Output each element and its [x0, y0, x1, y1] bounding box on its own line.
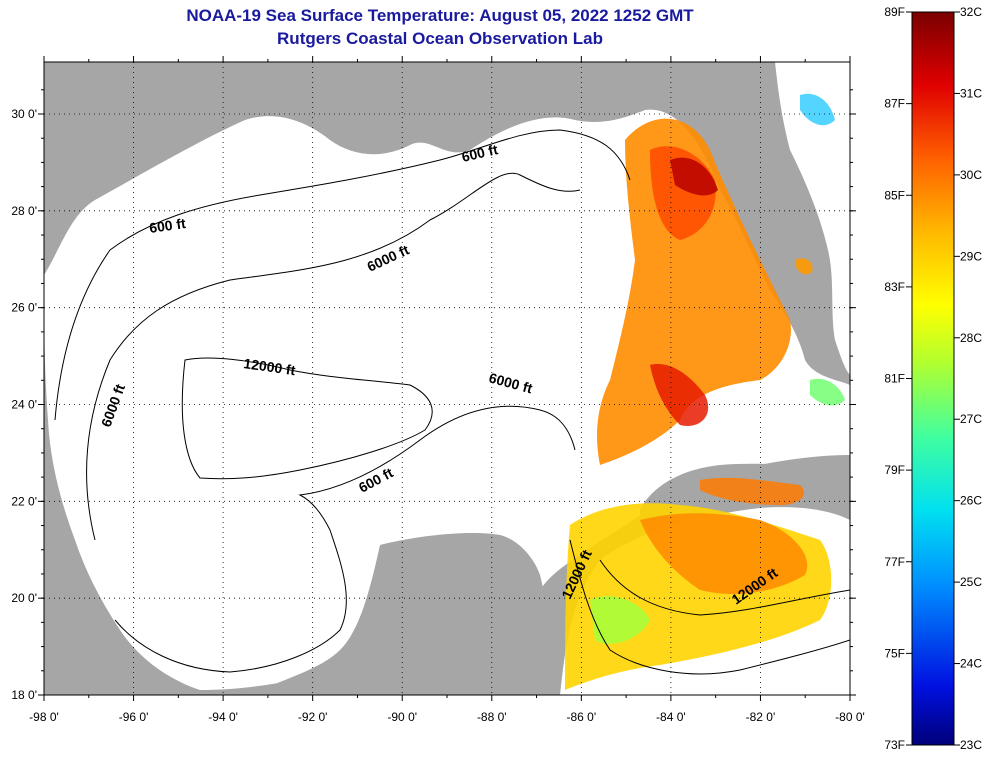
atlantic-water	[775, 62, 850, 375]
temperature-colorbar	[911, 11, 955, 746]
colorbar-f-label: 89F	[884, 5, 905, 19]
y-tick-label: 18 0'	[11, 688, 37, 702]
colorbar-c-label: 26C	[960, 494, 982, 508]
colorbar-c-label: 29C	[960, 249, 982, 263]
x-axis-labels: -98 0' -96 0' -94 0' -92 0' -90 0' -88 0' -86 …	[29, 710, 865, 724]
y-tick-label: 24 0'	[11, 398, 37, 412]
colorbar-c-label: 23C	[960, 738, 982, 752]
colorbar-c-label: 28C	[960, 331, 982, 345]
colorbar-fahrenheit-labels: 89F 87F 85F 83F 81F 79F 77F 75F 73F	[884, 5, 905, 752]
x-tick-label: -82 0'	[746, 710, 776, 724]
colorbar-f-label: 81F	[884, 372, 905, 386]
x-tick-label: -96 0'	[119, 710, 149, 724]
graticule-grid	[44, 62, 850, 695]
axis-ticks	[38, 56, 856, 701]
colorbar-c-label: 24C	[960, 657, 982, 671]
colorbar-c-label: 32C	[960, 5, 982, 19]
colorbar-f-label: 73F	[884, 738, 905, 752]
y-tick-label: 22 0'	[11, 494, 37, 508]
colorbar-f-label: 83F	[884, 280, 905, 294]
colorbar-f-label: 79F	[884, 463, 905, 477]
x-tick-label: -92 0'	[298, 710, 328, 724]
map-subtitle: Rutgers Coastal Ocean Observation Lab	[277, 29, 603, 48]
y-tick-label: 26 0'	[11, 301, 37, 315]
depth-contours	[54, 129, 850, 675]
contour-label: 12000 ft	[243, 355, 297, 378]
colorbar-f-label: 77F	[884, 555, 905, 569]
x-tick-label: -98 0'	[29, 710, 59, 724]
x-tick-label: -90 0'	[387, 710, 417, 724]
x-tick-label: -80 0'	[835, 710, 865, 724]
sst-data-layer	[565, 93, 845, 690]
x-tick-label: -88 0'	[477, 710, 507, 724]
colorbar-f-label: 87F	[884, 97, 905, 111]
y-tick-label: 30 0'	[11, 107, 37, 121]
colorbar-c-label: 27C	[960, 412, 982, 426]
x-tick-label: -84 0'	[656, 710, 686, 724]
contour-label: 600 ft	[148, 215, 187, 236]
colorbar-f-label: 75F	[884, 646, 905, 660]
x-tick-label: -94 0'	[208, 710, 238, 724]
colorbar-c-label: 31C	[960, 86, 982, 100]
colorbar-c-label: 25C	[960, 575, 982, 589]
colorbar-c-label: 30C	[960, 168, 982, 182]
colorbar-celsius-labels: 32C 31C 30C 29C 28C 27C 26C 25C 24C 23C	[960, 5, 982, 752]
yucatan-land	[250, 533, 548, 695]
y-axis-labels: 30 0' 28 0' 26 0' 24 0' 22 0' 20 0' 18 0'	[11, 107, 37, 702]
x-tick-label: -86 0'	[567, 710, 597, 724]
colorbar-f-label: 85F	[884, 188, 905, 202]
y-tick-label: 28 0'	[11, 204, 37, 218]
colorbar-ticks	[906, 11, 960, 746]
map-title: NOAA-19 Sea Surface Temperature: August …	[186, 6, 694, 25]
y-tick-label: 20 0'	[11, 591, 37, 605]
